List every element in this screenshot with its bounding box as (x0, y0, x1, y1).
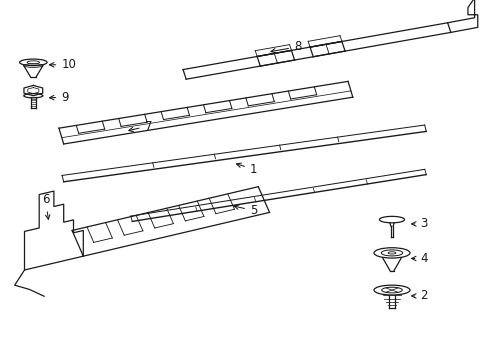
Text: 6: 6 (42, 193, 50, 219)
Text: 8: 8 (271, 40, 301, 53)
Text: 1: 1 (237, 163, 257, 176)
Text: 10: 10 (49, 58, 76, 71)
Text: 4: 4 (412, 252, 428, 265)
Text: 3: 3 (412, 217, 428, 230)
Text: 2: 2 (412, 289, 428, 302)
Text: 5: 5 (234, 204, 257, 217)
Text: 7: 7 (129, 120, 152, 132)
Text: 9: 9 (49, 91, 69, 104)
